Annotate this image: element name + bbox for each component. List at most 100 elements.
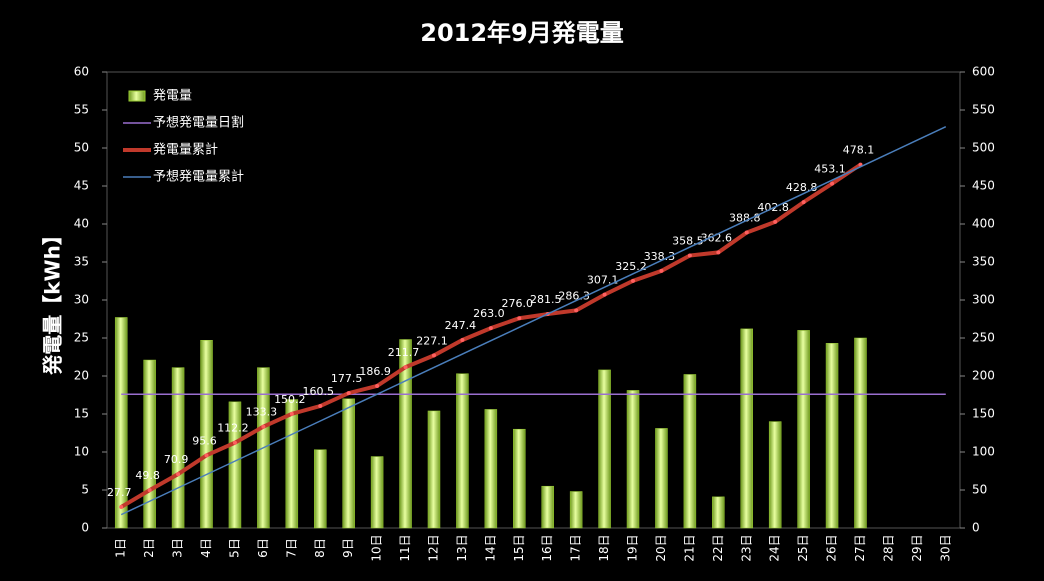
y-tick-label: 25 [74,331,89,345]
marker [716,250,721,255]
data-label: 428.8 [786,181,818,194]
bar [626,390,640,529]
marker [318,404,323,409]
bar [768,421,782,529]
data-label: 325.2 [615,260,647,273]
x-tick-label: 15日 [512,534,526,561]
data-label: 70.9 [164,453,189,466]
bar [200,340,213,529]
y2-tick-label: 50 [972,483,987,497]
bar [797,330,810,529]
bar [854,337,867,529]
bar [399,339,412,529]
x-tick-label: 24日 [768,534,782,561]
bar [171,367,185,529]
bar [541,485,554,529]
legend-label: 発電量累計 [153,142,218,158]
data-label: 247.4 [445,319,477,332]
bar [598,369,611,529]
y2-tick-label: 150 [972,407,995,421]
x-tick-label: 10日 [370,534,384,561]
data-label: 263.0 [473,307,505,320]
data-label: 186.9 [359,365,391,378]
x-tick-label: 3日 [171,538,185,558]
data-label: 362.6 [701,231,733,244]
data-label: 177.5 [331,372,363,385]
y-tick-label: 45 [74,179,89,193]
marker [232,440,237,445]
bar [427,410,441,529]
bar [370,456,384,529]
x-tick-label: 6日 [256,538,270,558]
marker [773,219,778,224]
bar [342,398,355,529]
legend-label: 予想発電量日割 [153,115,244,131]
x-tick-label: 8日 [313,538,327,558]
data-label: 211.7 [388,346,420,359]
data-label: 338.3 [644,250,676,263]
legend-label: 予想発電量累計 [153,169,244,185]
x-tick-label: 7日 [284,538,298,558]
legend-label: 発電量 [153,89,192,104]
y2-tick-label: 250 [972,331,995,345]
data-label: 133.3 [246,406,278,419]
data-label: 95.6 [192,434,217,447]
data-label: 227.1 [416,334,448,347]
x-tick-label: 20日 [654,534,668,561]
y-tick-label: 55 [74,103,89,117]
x-tick-label: 17日 [569,534,583,561]
y2-tick-label: 600 [972,65,995,79]
data-label: 281.5 [530,293,562,306]
data-label: 286.3 [558,289,590,302]
y-tick-label: 0 [81,521,89,535]
y-tick-label: 50 [74,141,89,155]
marker [403,365,408,370]
marker [488,326,493,331]
data-label: 307.1 [587,274,619,287]
y-tick-label: 35 [74,255,89,269]
y2-tick-label: 350 [972,255,995,269]
x-tick-label: 18日 [597,534,611,561]
x-tick-label: 5日 [227,538,241,558]
x-tick-label: 30日 [938,534,952,561]
x-tick-label: 23日 [739,534,753,561]
y2-tick-label: 550 [972,103,995,117]
y-axis-title: 発電量【kWh】 [41,225,65,376]
x-tick-label: 2日 [142,538,156,558]
y-tick-label: 60 [74,65,89,79]
bar [314,449,327,529]
bar [655,428,668,529]
legend-swatch [128,90,146,102]
x-tick-label: 25日 [796,534,810,561]
y2-tick-label: 300 [972,293,995,307]
y-tick-label: 20 [74,369,89,383]
y2-tick-label: 0 [972,521,980,535]
data-label: 160.5 [303,385,335,398]
marker [289,411,294,416]
x-tick-label: 9日 [341,538,355,558]
marker [204,453,209,458]
marker [687,253,692,258]
bar [456,373,469,529]
bar [569,491,583,529]
data-label: 150.2 [274,393,306,406]
bar [484,409,498,529]
bar [683,374,697,529]
data-label: 276.0 [502,297,534,310]
bar [712,496,725,529]
bar [740,328,753,529]
bar [285,399,299,529]
marker [147,488,152,493]
marker [801,200,806,205]
marker [375,383,380,388]
y2-tick-label: 400 [972,217,995,231]
bar [825,343,839,529]
marker [830,181,835,186]
marker [744,230,749,235]
x-tick-label: 16日 [540,534,554,561]
chart-title: 2012年9月発電量 [420,19,624,47]
marker [176,472,181,477]
y-tick-label: 15 [74,407,89,421]
marker [261,424,266,429]
data-label: 27.7 [107,486,132,499]
